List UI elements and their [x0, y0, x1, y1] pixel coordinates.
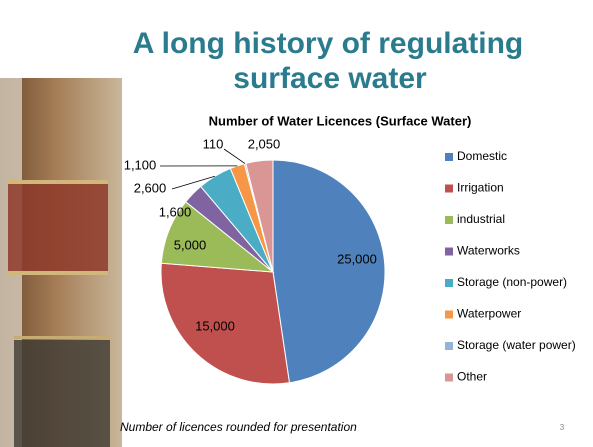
- book-photo: [0, 78, 122, 447]
- legend-label: Irrigation: [457, 181, 504, 195]
- data-label: 25,000: [337, 251, 377, 266]
- legend-label: Waterpower: [457, 307, 521, 321]
- pie-slice: [272, 159, 386, 384]
- data-label: 1,600: [159, 204, 192, 219]
- legend-swatch: [445, 216, 453, 224]
- data-label: 2,050: [248, 136, 281, 151]
- legend-swatch: [445, 184, 453, 193]
- data-label: 15,000: [195, 318, 235, 333]
- legend-label: industrial: [457, 212, 505, 226]
- data-label: 5,000: [174, 237, 207, 252]
- legend-label: Storage (water power): [457, 338, 576, 352]
- legend-swatch: [445, 342, 453, 350]
- legend-swatch: [445, 279, 453, 287]
- legend-label: Domestic: [457, 149, 507, 163]
- data-label: 2,600: [134, 180, 167, 195]
- page-number: 3: [560, 423, 565, 432]
- slide-title: A long history of regulating: [133, 27, 524, 60]
- legend-label: Other: [457, 370, 487, 384]
- data-label: 1,100: [124, 157, 157, 172]
- slide-title: surface water: [233, 62, 427, 95]
- legend-label: Storage (non-power): [457, 275, 567, 289]
- pie-slice: [160, 262, 291, 385]
- footnote: Number of licences rounded for presentat…: [120, 420, 357, 434]
- legend-swatch: [445, 310, 453, 319]
- leader-line: [223, 148, 246, 164]
- leader-line: [171, 175, 215, 190]
- chart-title: Number of Water Licences (Surface Water): [209, 113, 472, 128]
- legend-swatch: [445, 153, 453, 161]
- pie-slice: [245, 159, 274, 273]
- legend-swatch: [445, 247, 453, 256]
- data-label: 110: [203, 136, 224, 151]
- legend-swatch: [445, 373, 453, 382]
- legend-label: Waterworks: [457, 244, 520, 258]
